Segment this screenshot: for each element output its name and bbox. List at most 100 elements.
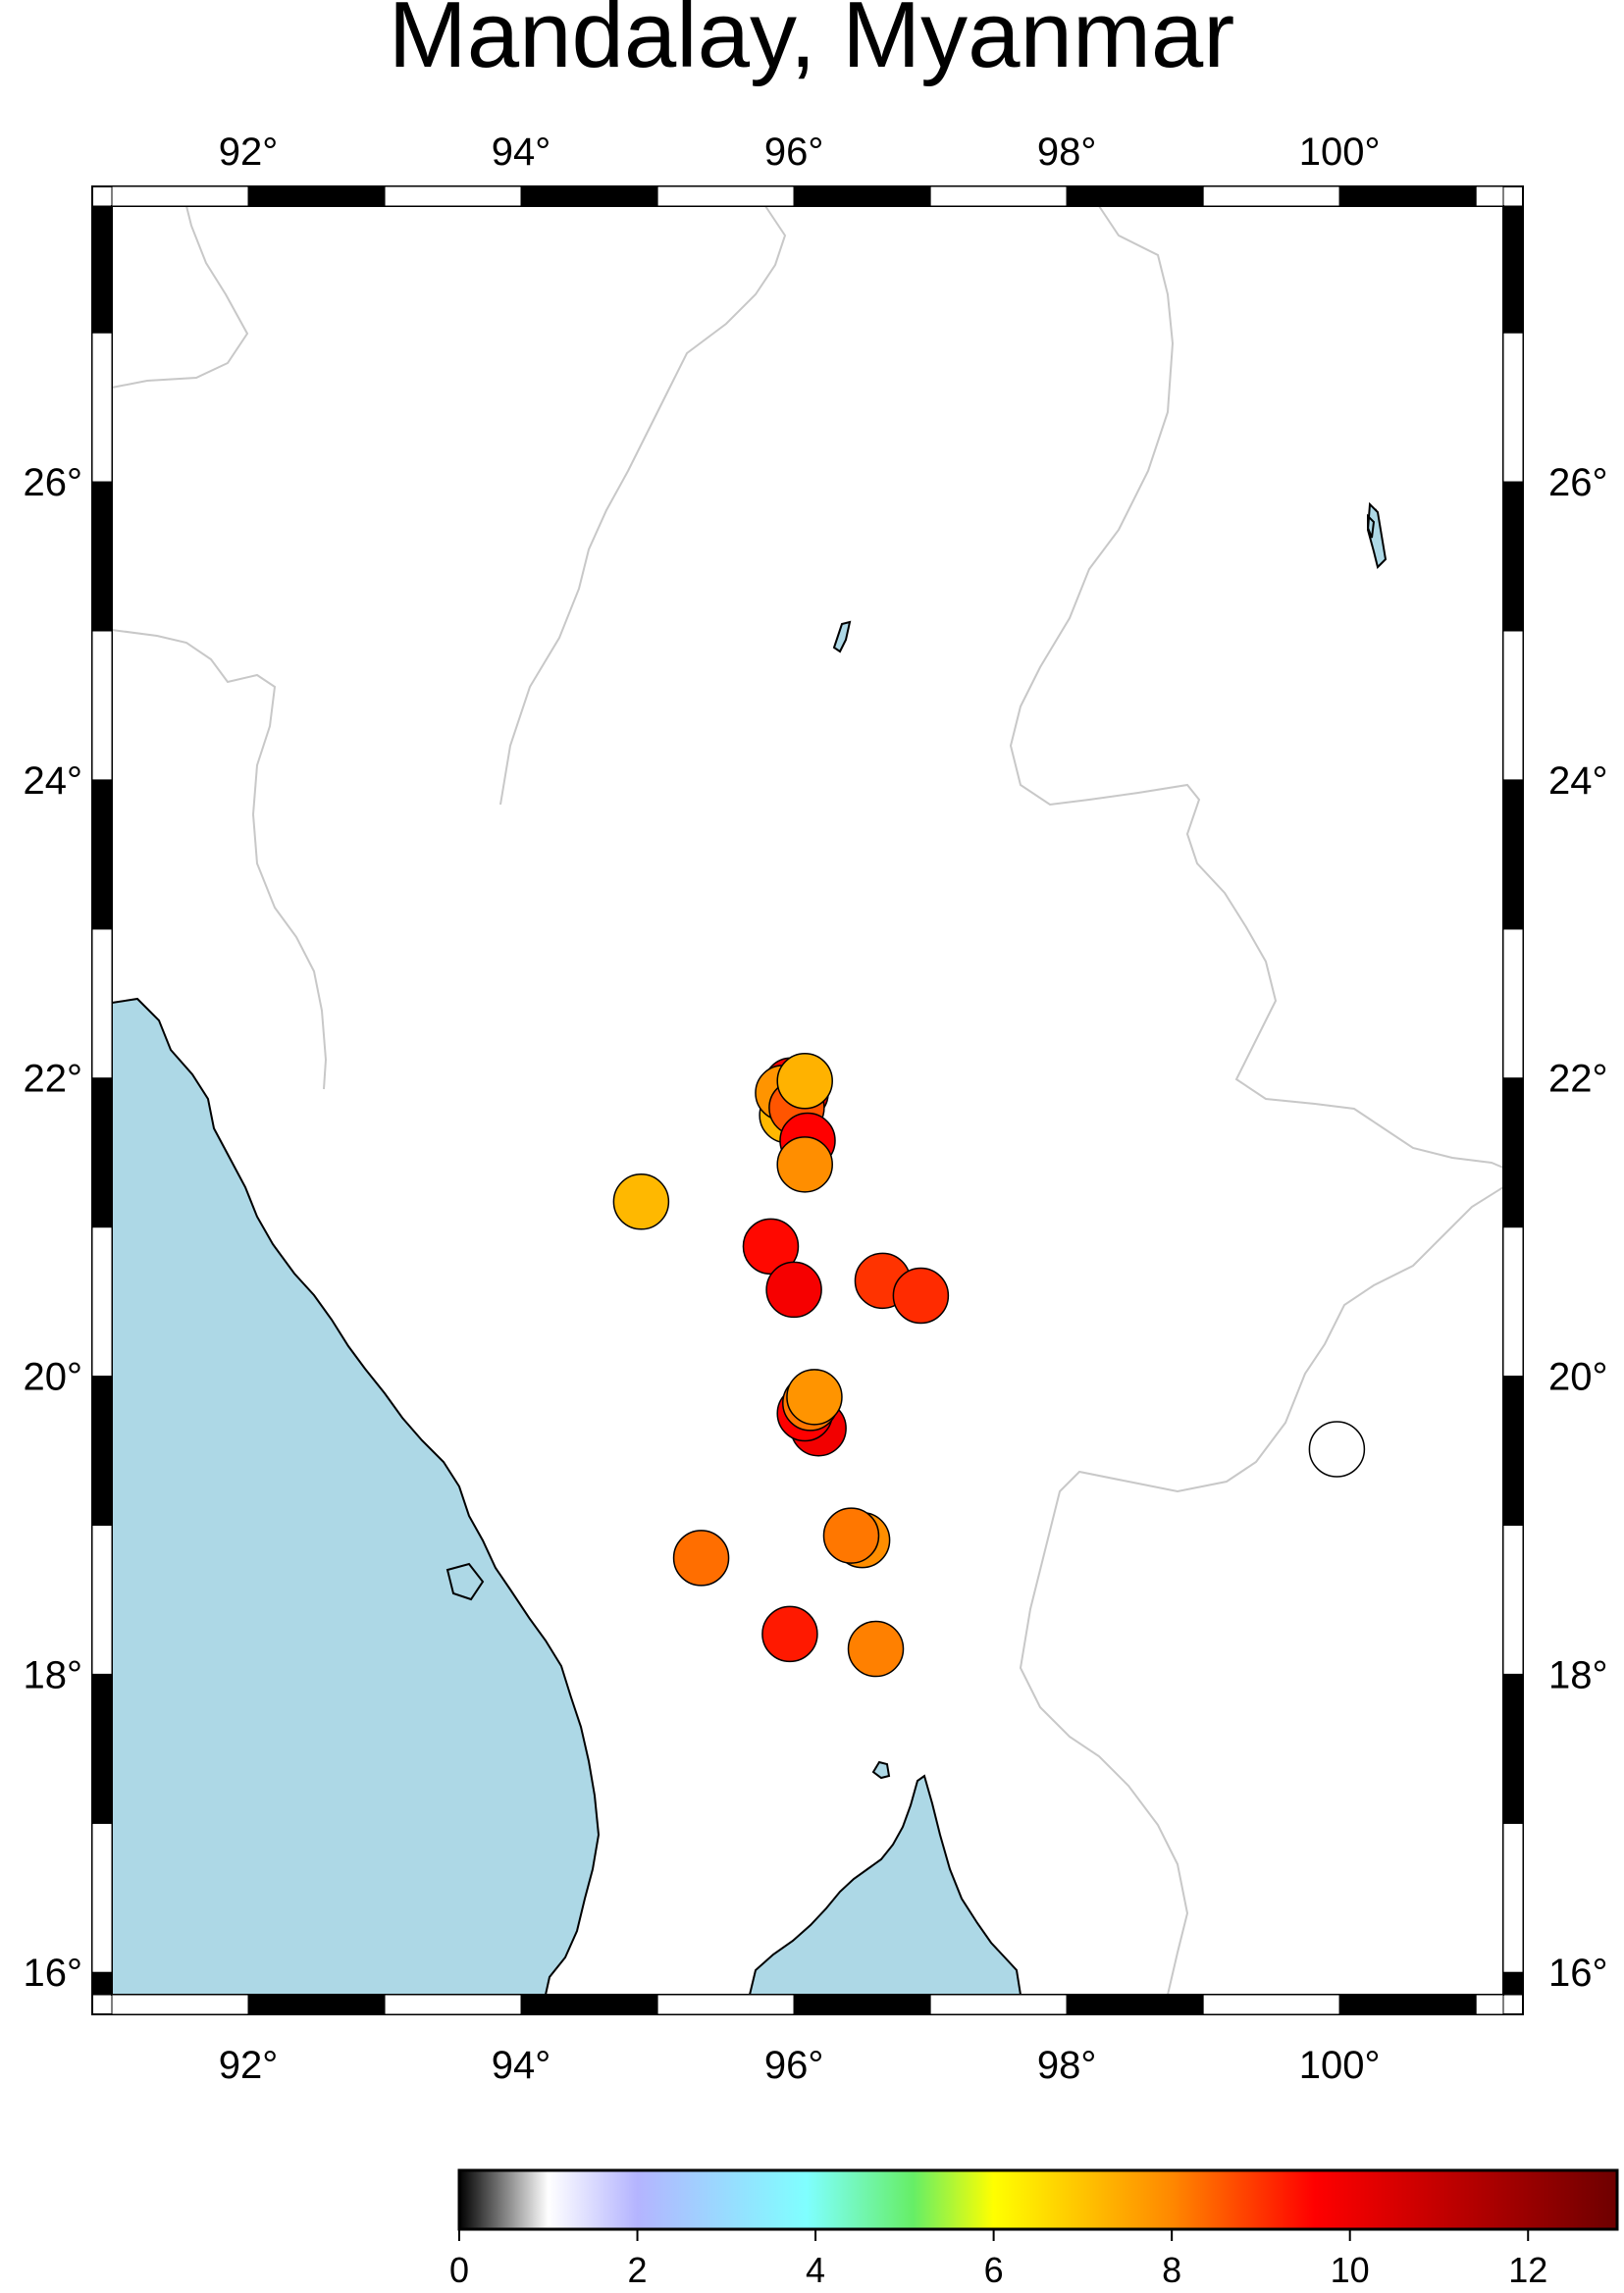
y-tick-label-left: 18° xyxy=(24,1653,83,1696)
y-tick-label-right: 22° xyxy=(1548,1058,1608,1101)
frame-bar-bottom xyxy=(1066,1994,1204,2015)
frame-bar-left xyxy=(91,1226,113,1378)
colorbar-tick-label: 12 xyxy=(1508,2250,1547,2290)
frame-bar-bottom xyxy=(111,1994,249,2015)
map-title: Mandalay, Myanmar xyxy=(389,0,1235,87)
frame-bar-bottom xyxy=(793,1994,931,2015)
colorbar-tick-label: 2 xyxy=(628,2250,648,2290)
frame-bar-left xyxy=(91,1524,113,1675)
colorbar-ticks: 0 2 4 6 8 10 12 xyxy=(449,2229,1547,2290)
colorbar-tick-label: 6 xyxy=(984,2250,1004,2290)
frame-bar-top xyxy=(1475,185,1504,207)
frame-bar-bottom xyxy=(929,1994,1068,2015)
indawgyi-lake xyxy=(832,620,852,653)
y-tick-label-right: 26° xyxy=(1548,461,1608,504)
frame-bar-left xyxy=(91,332,113,483)
frame-bar-left xyxy=(91,928,113,1079)
x-tick-label-top: 94° xyxy=(492,130,551,174)
frame-bar-top xyxy=(520,185,658,207)
frame-bar-bottom xyxy=(384,1994,522,2015)
event-point xyxy=(822,1507,880,1564)
colorbar: 0 2 4 6 8 10 12 xyxy=(449,2168,1619,2290)
colorbar-tick-label: 10 xyxy=(1331,2250,1370,2290)
x-tick-label-top: 100° xyxy=(1299,130,1381,174)
x-tick-label-bottom: 92° xyxy=(219,2044,279,2087)
colorbar-gradient xyxy=(457,2168,1619,2231)
frame-bar-right xyxy=(1502,779,1524,930)
event-point xyxy=(761,1605,818,1663)
event-point xyxy=(672,1530,730,1587)
x-tick-label-top: 96° xyxy=(764,130,824,174)
x-tick-labels-top: 92° 94° 96° 98° 100° xyxy=(219,130,1381,174)
frame-bar-left xyxy=(91,1376,113,1526)
event-points xyxy=(612,1053,1366,1678)
frame-bar-bottom xyxy=(1338,1994,1477,2015)
event-point xyxy=(847,1620,905,1678)
event-point xyxy=(765,1261,822,1319)
event-point xyxy=(776,1136,833,1193)
frame-bar-left xyxy=(91,481,113,632)
x-tick-label-bottom: 94° xyxy=(492,2044,551,2087)
frame-bar-top xyxy=(384,185,522,207)
frame-bar-right xyxy=(1502,481,1524,632)
event-point xyxy=(612,1173,670,1230)
y-tick-label-left: 24° xyxy=(24,759,83,803)
frame-bar-right xyxy=(1502,1376,1524,1526)
x-tick-labels-bottom: 92° 94° 96° 98° 100° xyxy=(219,2044,1381,2087)
frame-bar-top xyxy=(656,185,795,207)
x-tick-label-bottom: 98° xyxy=(1037,2044,1097,2087)
frame-bar-left xyxy=(91,630,113,781)
frame-bar-left xyxy=(91,205,113,334)
frame-bar-top xyxy=(1202,185,1340,207)
reservoir-east xyxy=(1366,501,1388,569)
x-tick-label-bottom: 100° xyxy=(1299,2044,1381,2087)
y-tick-label-right: 18° xyxy=(1548,1653,1608,1696)
y-tick-label-left: 16° xyxy=(24,1952,83,1995)
frame-bar-left xyxy=(91,1077,113,1228)
frame-bar-right xyxy=(1502,205,1524,334)
frame-bar-bottom xyxy=(656,1994,795,2015)
rakhine-island xyxy=(445,1562,485,1601)
y-tick-labels-right: 16° 18° 20° 22° 24° 26° xyxy=(1548,461,1608,1995)
frame-bar-bottom xyxy=(247,1994,386,2015)
frame-bar-top xyxy=(793,185,931,207)
frame-bar-left xyxy=(91,1971,113,1996)
frame-bar-top xyxy=(1338,185,1477,207)
y-tick-label-left: 20° xyxy=(24,1356,83,1399)
y-tick-label-left: 22° xyxy=(24,1058,83,1101)
gulf-of-martaban-water xyxy=(748,1774,1022,1996)
y-tick-labels-left: 16° 18° 20° 22° 24° 26° xyxy=(24,461,83,1995)
x-tick-label-bottom: 96° xyxy=(764,2044,824,2087)
event-point xyxy=(892,1267,950,1325)
frame-bar-right xyxy=(1502,332,1524,483)
y-tick-label-right: 16° xyxy=(1548,1952,1608,1995)
map-frame-bars xyxy=(91,185,1524,2015)
frame-bar-bottom xyxy=(520,1994,658,2015)
frame-bar-right xyxy=(1502,1226,1524,1378)
frame-bar-right xyxy=(1502,1524,1524,1675)
frame-bar-right xyxy=(1502,630,1524,781)
frame-bar-top xyxy=(247,185,386,207)
bay-of-bengal-water xyxy=(111,997,601,1996)
frame-bar-right xyxy=(1502,1077,1524,1228)
colorbar-tick-label: 0 xyxy=(449,2250,469,2290)
frame-bar-right xyxy=(1502,1822,1524,1973)
y-tick-label-right: 24° xyxy=(1548,759,1608,803)
frame-bar-left xyxy=(91,1673,113,1824)
x-tick-label-top: 92° xyxy=(219,130,279,174)
colorbar-tick-label: 4 xyxy=(806,2250,825,2290)
event-point xyxy=(1308,1421,1366,1478)
frame-bar-right xyxy=(1502,1673,1524,1824)
y-tick-label-right: 20° xyxy=(1548,1356,1608,1399)
y-tick-label-left: 26° xyxy=(24,461,83,504)
x-tick-label-top: 98° xyxy=(1037,130,1097,174)
colorbar-tick-label: 8 xyxy=(1162,2250,1181,2290)
frame-bar-left xyxy=(91,1822,113,1973)
frame-bar-top xyxy=(111,185,249,207)
event-point xyxy=(776,1053,833,1110)
frame-bar-bottom xyxy=(1475,1994,1504,2015)
inle-lake xyxy=(871,1760,891,1780)
frame-bar-bottom xyxy=(1202,1994,1340,2015)
event-point xyxy=(786,1369,843,1426)
